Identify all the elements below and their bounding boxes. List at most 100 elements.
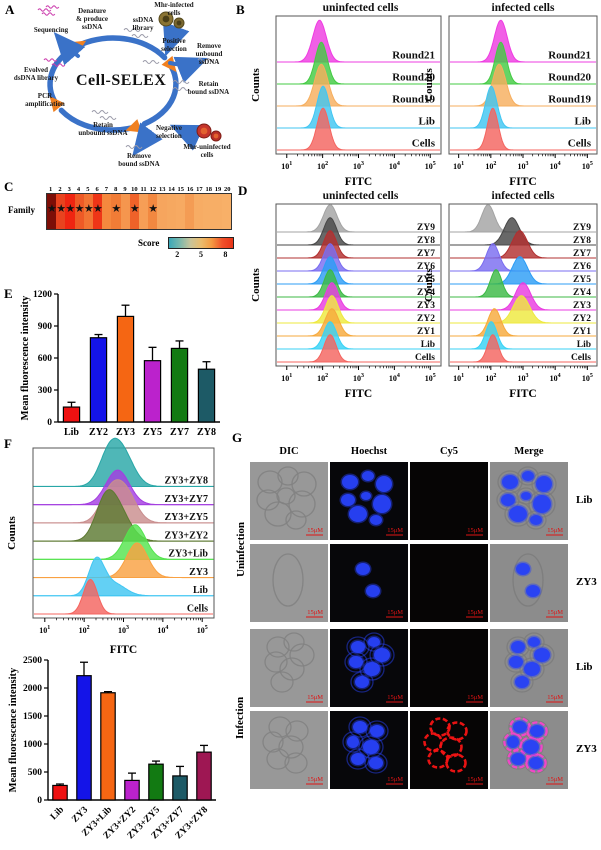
cell-outline: [264, 651, 288, 673]
nucleus: [523, 740, 539, 754]
category-label-ZY3: ZY3: [116, 427, 135, 438]
trace-label-Round21: Round21: [392, 50, 435, 62]
nucleus: [366, 585, 380, 597]
trace-label-ZY3: ZY3: [189, 567, 208, 578]
x-tick-label: 104: [389, 373, 400, 383]
bar-ZY2: [89, 337, 108, 423]
cy5-ring: [503, 732, 523, 752]
panel-g-label: G: [232, 430, 243, 445]
nucleus: [351, 641, 365, 653]
x-tick-label: 105: [582, 161, 593, 171]
trace-Lib: [277, 85, 440, 129]
cell-selex-title: Cell-SELEX: [76, 72, 167, 89]
heatmap-col-number-11: 11: [140, 186, 147, 193]
bar-Lib: [52, 784, 68, 801]
score-tick-2: 2: [175, 250, 180, 259]
heatmap-col-number-5: 5: [86, 186, 90, 193]
trace-label-ZY3+ZY7: ZY3+ZY7: [165, 494, 208, 505]
nucleus: [370, 515, 382, 525]
nucleus: [342, 475, 358, 489]
micrograph-infection-lib-merge: 15μM: [490, 629, 568, 707]
cell-outline: [264, 501, 292, 527]
category-label-ZY5: ZY5: [143, 427, 162, 438]
cell-outline: [502, 731, 524, 753]
bar-ZY3+ZY2: [124, 779, 140, 801]
nucleus: [356, 563, 370, 575]
star-icon: ★: [56, 203, 67, 215]
heatmap-col-number-16: 16: [186, 186, 194, 193]
panel-a-label: A: [5, 2, 15, 17]
y-axis-label: Counts: [423, 67, 435, 101]
trace-ZY3+Lib: [33, 524, 214, 560]
y-tick-label: 500: [28, 768, 43, 778]
nucleus: [351, 753, 365, 765]
trace-Lib: [450, 321, 596, 350]
micrograph-infection-zy3-hoechst: 15μM: [330, 711, 408, 789]
x-tick-label: 104: [550, 161, 561, 171]
family-axis-label: Family: [8, 205, 35, 215]
ssdna-strand: [131, 34, 149, 38]
ssdna-strand: [197, 58, 215, 62]
ssdna-strand: [123, 28, 141, 32]
y-tick-label: 2500: [23, 656, 42, 666]
bar-ZY7: [170, 347, 189, 423]
cell-outline: [518, 735, 544, 759]
x-tick-label: 102: [317, 373, 328, 383]
ssdna-strand: [91, 110, 109, 114]
micrograph-uninfection-zy3-merge: 15μM: [490, 544, 568, 622]
trace-label-ZY8: ZY8: [573, 236, 591, 246]
x-tick-label: 105: [425, 161, 436, 171]
heatmap-col-number-3: 3: [67, 186, 71, 193]
trace-ZY4: [277, 269, 440, 298]
node-sequencing: Sequencing: [33, 26, 69, 34]
nucleus: [376, 476, 392, 492]
nucleus: [511, 641, 525, 653]
trace-label-Cells: Cells: [187, 603, 208, 614]
star-icon: ★: [65, 203, 76, 215]
cell-outline: [279, 657, 305, 681]
heatmap-col-number-2: 2: [58, 186, 62, 193]
nucleus: [364, 662, 380, 676]
trace-label-Cells: Cells: [568, 138, 592, 150]
y-tick-label: 0: [47, 418, 52, 428]
score-tick-5: 5: [199, 250, 203, 259]
trace-ZY6: [277, 243, 440, 272]
score-label: Score: [138, 238, 160, 248]
family-heatmap: 1 2 3 4 5 6 7 8 9 10 11 12 13 14 15 16 17 18 19 20 ★ ★ ★ ★ ★ ★ ★ ★…: [46, 186, 232, 230]
trace-label-ZY5: ZY5: [573, 275, 591, 285]
hoechst-background: [330, 544, 408, 622]
y-axis-label: Counts: [6, 515, 18, 549]
y-axis-label: Counts: [250, 67, 262, 101]
trace-label-Lib: Lib: [577, 340, 591, 350]
trace-label-ZY7: ZY7: [573, 249, 591, 259]
heatmap-col-number-12: 12: [149, 186, 157, 193]
cell-outline: [266, 748, 290, 770]
trace-ZY5: [277, 256, 440, 285]
cell-outline: [359, 657, 385, 681]
cell-outline: [268, 716, 292, 738]
cy5-background: [410, 629, 488, 707]
cell-outline: [285, 510, 307, 530]
star-icon: ★: [111, 203, 122, 215]
node-remove-bound: Remove bound ssDNA: [118, 152, 160, 169]
x-axis-label: FITC: [345, 388, 372, 400]
cy5-ring: [446, 721, 468, 741]
nucleus: [349, 656, 363, 668]
nucleus: [370, 725, 384, 737]
x-tick-label: 103: [518, 161, 529, 171]
heatmap-col-number-4: 4: [76, 186, 81, 193]
nucleus: [529, 757, 543, 769]
trace-label-ZY7: ZY7: [417, 249, 435, 259]
heatmap-cell-16: [185, 194, 195, 229]
trace-ZY7: [277, 230, 440, 259]
scale-bar-text: 15μM: [307, 609, 323, 616]
cell-outline: [289, 643, 315, 667]
cell-outline: [262, 731, 284, 753]
nucleus: [501, 494, 515, 506]
plot-frame: [275, 15, 442, 155]
nucleus: [522, 471, 534, 481]
cell-outline: [291, 471, 317, 497]
arrow-infected-in: [163, 21, 190, 57]
cell-outline: [504, 501, 532, 527]
flow-histogram-d-infected: Cells Lib ZY1 ZY2 ZY3 ZY4 ZY5 ZY6 ZY7 ZY8 ZY9 101 10…: [423, 203, 598, 400]
